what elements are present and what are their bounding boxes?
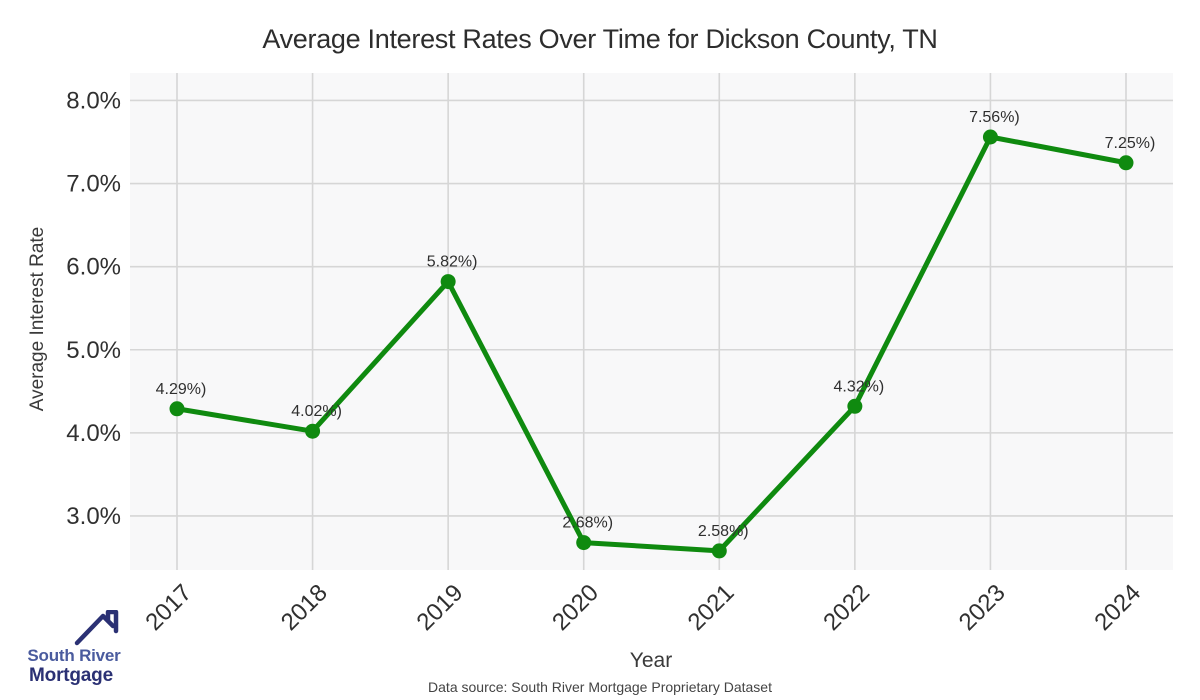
logo-text-line2: Mortgage: [29, 665, 113, 686]
y-tick-label: 3.0%: [66, 503, 121, 530]
plot-area: [130, 73, 1173, 570]
x-tick-label: 2019: [412, 579, 469, 636]
y-tick-label: 5.0%: [66, 337, 121, 364]
data-point: [440, 274, 456, 290]
data-point: [982, 129, 998, 145]
x-tick-label: 2018: [276, 579, 333, 636]
x-tick-label: 2023: [954, 579, 1011, 636]
house-roof-icon: [74, 610, 119, 646]
data-point-label: 5.82%): [427, 254, 478, 271]
logo: South River Mortgage: [18, 610, 130, 688]
data-point-label: 2.58%): [698, 523, 749, 540]
x-tick-label: 2020: [547, 579, 604, 636]
logo-text-line1: South River: [27, 646, 121, 665]
chart-title: Average Interest Rates Over Time for Dic…: [262, 24, 938, 54]
footer-datasource: Data source: South River Mortgage Propri…: [428, 679, 772, 695]
data-point: [305, 423, 321, 439]
data-point: [169, 401, 185, 417]
data-point: [711, 543, 727, 559]
y-tick-label: 4.0%: [66, 420, 121, 447]
data-point-label: 7.25%): [1105, 135, 1156, 152]
data-point-label: 2.68%): [562, 515, 613, 532]
y-tick-label: 6.0%: [66, 254, 121, 281]
data-point: [847, 398, 863, 414]
x-tick-label: 2022: [818, 579, 875, 636]
data-point-label: 7.56%): [969, 109, 1020, 126]
data-point: [1118, 155, 1134, 171]
series-line: [174, 134, 1129, 554]
data-point: [576, 535, 592, 551]
x-axis-title: Year: [629, 649, 673, 672]
x-tick-label: 2021: [683, 579, 740, 636]
x-tick-label: 2017: [140, 579, 197, 636]
y-tick-label: 7.0%: [66, 171, 121, 198]
data-point-label: 4.32%): [834, 378, 885, 395]
data-point-label: 4.02%): [291, 403, 342, 420]
y-axis-title: Average Interest Rate: [27, 226, 48, 412]
y-tick-label: 8.0%: [66, 87, 121, 114]
data-point-label: 4.29%): [156, 381, 207, 398]
x-tick-label: 2024: [1089, 579, 1146, 636]
